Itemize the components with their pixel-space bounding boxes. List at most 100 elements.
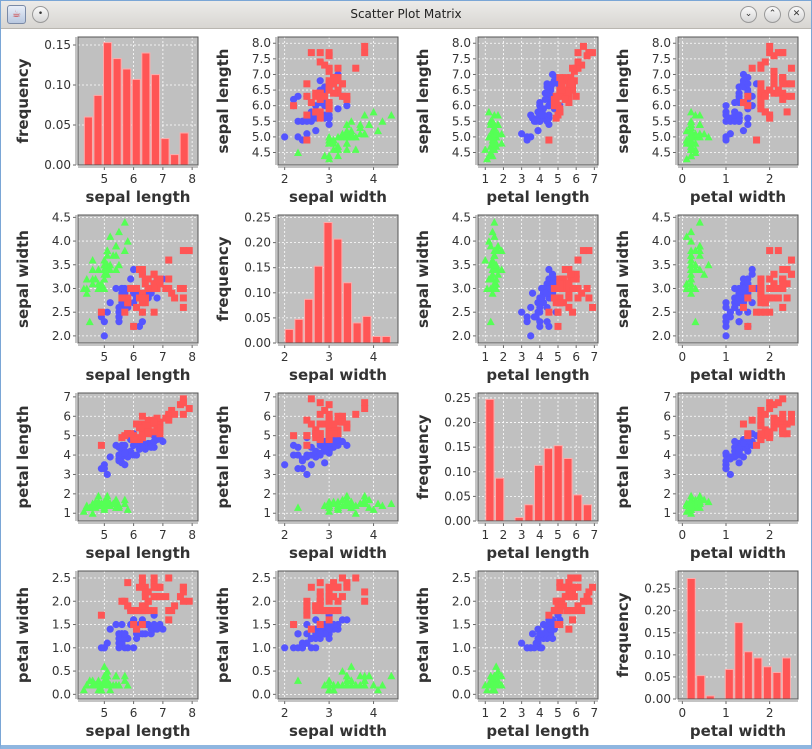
data-point-setosa — [120, 495, 129, 504]
data-point-virginica — [135, 424, 143, 432]
data-point-setosa — [325, 501, 334, 509]
java-app-icon[interactable]: ☕ — [7, 5, 26, 24]
data-point-virginica — [97, 611, 105, 619]
data-point-setosa — [369, 681, 378, 689]
data-point-setosa — [88, 279, 97, 288]
data-point-setosa — [687, 256, 696, 264]
y-tick-label: 0.5 — [452, 664, 471, 678]
data-point-versicolor — [726, 308, 734, 316]
data-point-virginica — [766, 308, 774, 316]
data-point-setosa — [687, 151, 696, 160]
data-point-virginica — [744, 430, 752, 438]
panel: 2 3 4 4.5 5.0 5.56.0 6.5 7.07.5 8.0 sepal width se… — [214, 36, 399, 206]
data-point-virginica — [334, 414, 342, 422]
data-point-versicolor — [281, 644, 289, 652]
title-bar: ☕ • Scatter Plot Matrix ⌄ ⌃ ✕ — [1, 1, 811, 29]
data-point-virginica — [334, 418, 342, 426]
menu-icon[interactable]: • — [32, 6, 49, 23]
data-point-virginica — [585, 49, 593, 57]
data-point-setosa — [695, 129, 704, 138]
data-point-virginica — [312, 430, 320, 438]
data-point-virginica — [312, 426, 320, 434]
y-tick-label: 1 — [263, 506, 271, 520]
y-tick-label: 0.10 — [444, 465, 471, 479]
data-point-versicolor — [106, 625, 114, 633]
y-axis-label: frequency — [614, 592, 632, 677]
y-tick-label: 2.5 — [52, 305, 71, 319]
data-point-setosa — [338, 132, 347, 141]
data-point-versicolor — [106, 299, 114, 307]
data-point-virginica — [589, 303, 597, 311]
data-point-setosa — [700, 495, 709, 504]
y-tick-label: 4.0 — [452, 234, 471, 248]
data-point-virginica — [572, 64, 580, 72]
data-point-setosa — [687, 107, 696, 116]
y-tick-label: 2.0 — [52, 329, 71, 343]
y-tick-label: 8.0 — [652, 36, 671, 50]
data-point-setosa — [100, 270, 109, 278]
data-point-setosa — [374, 685, 382, 694]
data-point-virginica — [757, 412, 765, 420]
data-point-setosa — [342, 139, 351, 147]
data-point-virginica — [303, 111, 311, 119]
data-point-virginica — [574, 294, 582, 302]
data-point-setosa — [347, 503, 356, 511]
data-point-virginica — [783, 92, 791, 100]
data-point-setosa — [103, 671, 112, 680]
x-tick-label: 5 — [101, 350, 109, 364]
data-point-virginica — [556, 621, 564, 629]
y-tick-label: 0.0 — [52, 687, 71, 701]
data-point-setosa — [120, 676, 129, 684]
data-point-versicolor — [722, 318, 730, 326]
data-point-virginica — [766, 294, 774, 302]
x-tick-label: 3 — [325, 528, 333, 542]
data-point-virginica — [770, 284, 778, 292]
data-point-virginica — [150, 280, 158, 288]
data-point-setosa — [494, 111, 502, 119]
data-point-setosa — [378, 117, 387, 125]
data-point-virginica — [770, 80, 778, 88]
data-point-setosa — [687, 265, 696, 274]
data-point-versicolor — [100, 318, 108, 326]
data-point-setosa — [374, 126, 382, 135]
data-point-virginica — [156, 418, 164, 426]
data-point-virginica — [338, 412, 346, 420]
histogram-bar — [141, 52, 151, 165]
data-point-setosa — [687, 275, 696, 283]
histogram-bar — [485, 398, 495, 521]
x-tick-label: 2 — [281, 350, 289, 364]
data-point-virginica — [766, 42, 774, 50]
x-tick-label: 5 — [554, 528, 562, 542]
data-point-virginica — [757, 89, 765, 97]
data-point-versicolor — [115, 644, 123, 652]
plot-border — [477, 214, 599, 344]
plot-border — [77, 392, 199, 522]
data-point-virginica — [321, 420, 329, 428]
data-point-virginica — [130, 436, 138, 444]
data-point-virginica — [552, 597, 560, 605]
maximize-icon[interactable]: ⌃ — [764, 6, 781, 23]
data-point-versicolor — [722, 465, 730, 473]
close-icon[interactable]: ✕ — [788, 6, 805, 23]
plot-border — [477, 392, 599, 522]
data-point-virginica — [739, 303, 747, 311]
y-tick-label: 0.15 — [244, 261, 271, 275]
data-point-virginica — [179, 399, 187, 407]
data-point-setosa — [329, 499, 338, 508]
data-point-virginica — [579, 597, 587, 605]
data-point-setosa — [94, 284, 103, 292]
data-point-virginica — [150, 284, 158, 292]
data-point-setosa — [94, 681, 103, 689]
data-point-virginica — [325, 105, 333, 113]
data-point-virginica — [343, 424, 351, 432]
y-tick-label: 0.15 — [444, 440, 471, 454]
minimize-icon[interactable]: ⌄ — [740, 6, 757, 23]
histogram-bars — [485, 398, 593, 521]
data-point-virginica — [316, 593, 324, 601]
data-point-virginica — [138, 574, 146, 582]
data-point-virginica — [783, 266, 791, 274]
scatter-points — [79, 218, 193, 340]
x-tick-label: 2 — [500, 706, 508, 720]
data-point-setosa — [82, 289, 91, 297]
